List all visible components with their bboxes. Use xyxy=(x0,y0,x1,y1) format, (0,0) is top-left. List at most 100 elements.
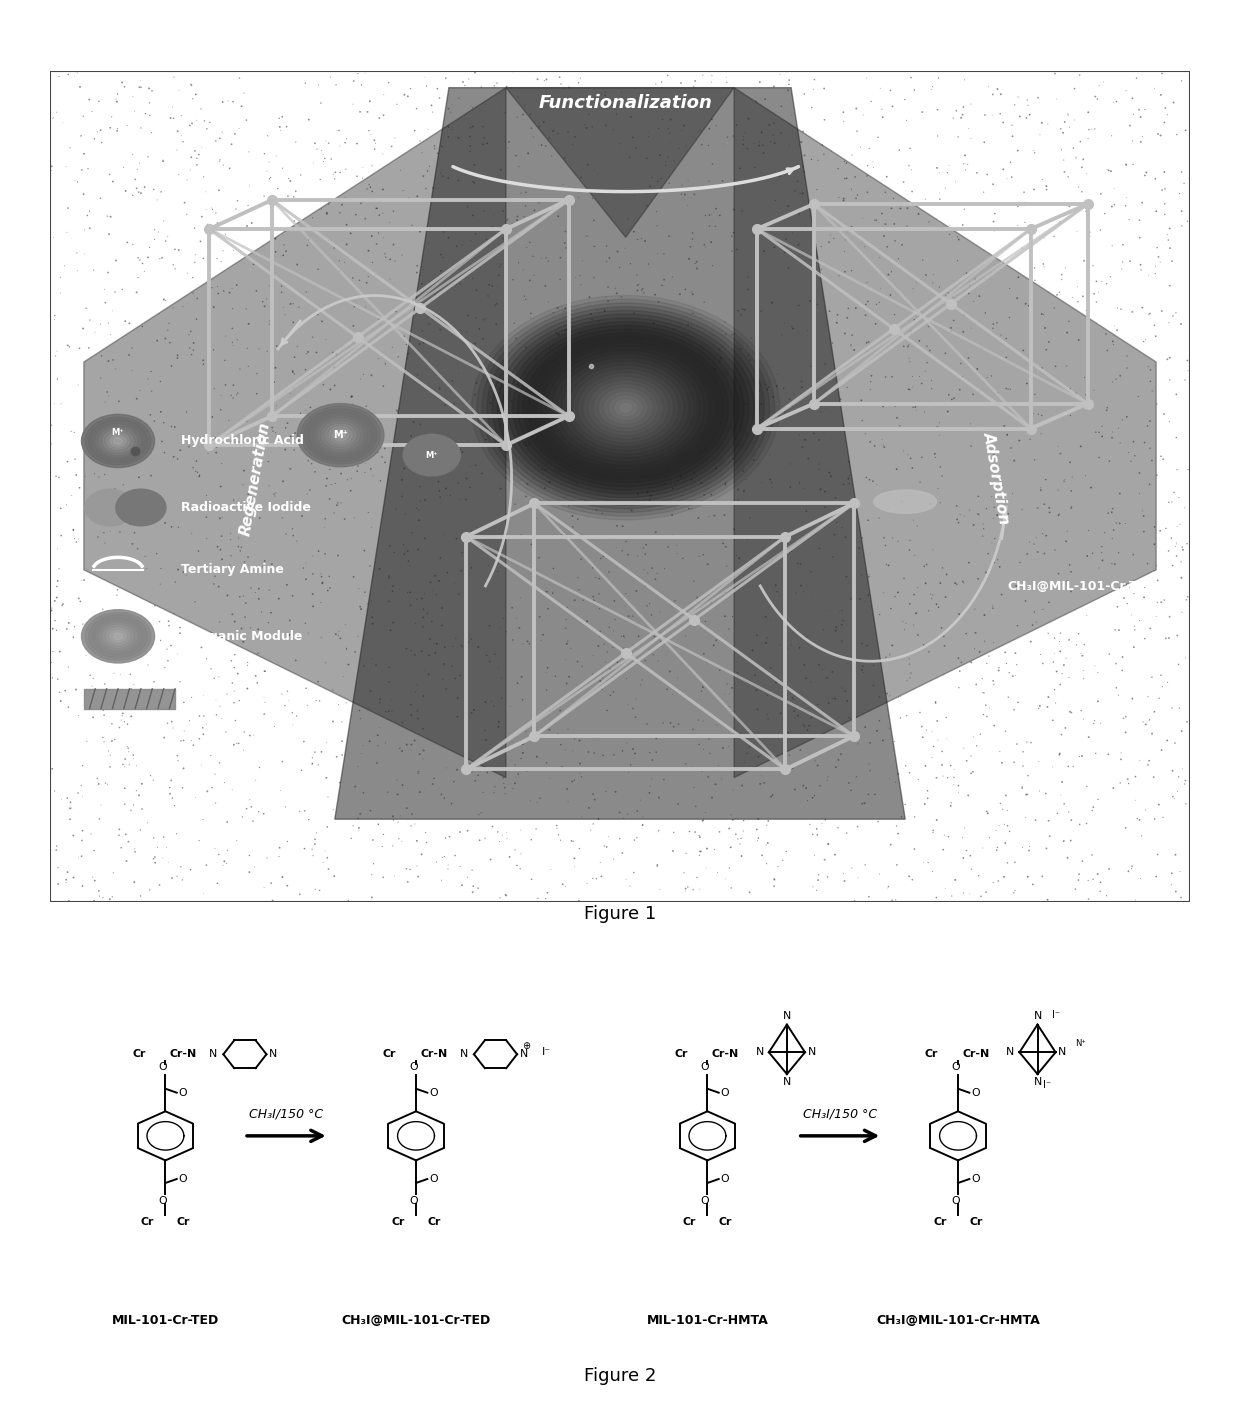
Point xyxy=(538,250,558,273)
Point xyxy=(915,571,935,594)
Point xyxy=(296,551,316,574)
Point xyxy=(740,169,760,192)
Point xyxy=(1110,772,1130,794)
Point xyxy=(955,68,975,91)
Point xyxy=(536,135,556,158)
Point xyxy=(832,600,852,622)
Point xyxy=(649,649,668,672)
Point xyxy=(573,588,593,611)
Point xyxy=(348,807,368,830)
Point xyxy=(460,117,480,139)
Point xyxy=(161,107,181,129)
Point xyxy=(474,327,494,350)
Point xyxy=(156,836,176,858)
Point xyxy=(279,624,299,647)
Point xyxy=(284,210,304,233)
Point xyxy=(356,296,376,318)
Point xyxy=(1074,148,1094,171)
Point xyxy=(631,789,651,811)
Point xyxy=(985,496,1004,519)
Point xyxy=(626,87,646,109)
Point xyxy=(501,405,521,428)
Point xyxy=(1025,269,1045,291)
Point xyxy=(569,837,589,860)
Point xyxy=(229,689,249,712)
Point xyxy=(513,733,533,756)
Point xyxy=(1118,441,1138,463)
Point xyxy=(646,740,666,763)
Point xyxy=(373,375,393,398)
Point xyxy=(487,820,507,843)
Point xyxy=(408,865,428,888)
Point xyxy=(882,890,901,912)
Point xyxy=(98,773,118,796)
Point xyxy=(223,239,243,261)
Point xyxy=(407,497,427,520)
Point xyxy=(118,232,138,254)
Point xyxy=(275,438,295,460)
Point xyxy=(642,328,662,351)
Point xyxy=(1100,266,1120,288)
Point xyxy=(171,855,191,878)
Point xyxy=(1074,659,1094,682)
Point xyxy=(737,392,756,415)
Point xyxy=(40,568,60,591)
Point xyxy=(929,67,949,90)
Point xyxy=(186,460,206,483)
Point xyxy=(1024,533,1044,556)
Point xyxy=(351,803,371,826)
Point xyxy=(1149,793,1169,816)
Point xyxy=(691,441,711,463)
Point xyxy=(718,126,738,149)
Point xyxy=(764,867,784,890)
Point xyxy=(1141,369,1161,392)
Point xyxy=(898,196,918,219)
Point xyxy=(1105,193,1125,216)
Point xyxy=(408,708,428,730)
Point xyxy=(417,178,436,200)
Point xyxy=(773,324,792,347)
Point xyxy=(45,590,64,612)
Point xyxy=(954,881,973,904)
Point xyxy=(627,827,647,850)
Point xyxy=(1037,338,1056,361)
Point xyxy=(1158,229,1178,252)
Point xyxy=(324,679,343,702)
Point xyxy=(211,384,231,406)
Point xyxy=(1006,664,1025,686)
Text: O: O xyxy=(409,1063,418,1073)
Point xyxy=(433,165,453,188)
Point xyxy=(1116,512,1136,534)
Point xyxy=(1104,91,1123,114)
Point xyxy=(247,362,267,385)
Point xyxy=(611,361,631,384)
Point xyxy=(1033,652,1053,675)
Circle shape xyxy=(512,325,739,490)
Point xyxy=(996,720,1016,743)
Point xyxy=(676,135,696,158)
Point xyxy=(122,337,141,360)
Point xyxy=(751,571,771,594)
Point xyxy=(570,166,590,189)
Point xyxy=(1009,429,1029,452)
Point xyxy=(153,149,172,172)
Point xyxy=(637,195,657,217)
Point xyxy=(126,779,146,801)
Point xyxy=(703,254,723,277)
Point xyxy=(924,818,944,841)
Point xyxy=(389,827,409,850)
Point xyxy=(598,290,618,313)
Point xyxy=(218,90,238,112)
Point xyxy=(171,104,191,126)
Point xyxy=(1152,675,1172,698)
Point xyxy=(730,833,750,855)
Point xyxy=(732,304,751,327)
Point xyxy=(1023,614,1043,637)
Point xyxy=(993,158,1013,180)
Point xyxy=(611,369,631,392)
Point xyxy=(239,313,259,335)
Point xyxy=(799,448,818,470)
Point xyxy=(784,317,804,340)
Point xyxy=(520,419,539,442)
Point xyxy=(759,411,779,433)
